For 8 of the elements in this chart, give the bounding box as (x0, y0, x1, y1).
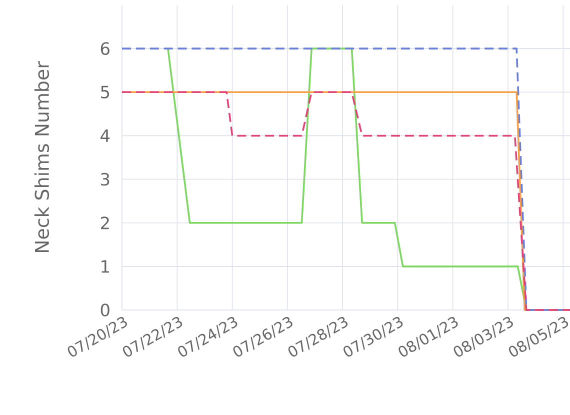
y-tick-label: 6 (100, 42, 110, 55)
y-tick-label: 3 (101, 172, 110, 186)
y-tick-label: 0 (100, 304, 110, 316)
y-tick-label: 5 (101, 86, 110, 98)
y-axis-title: Neck Shims Number (34, 61, 50, 252)
y-tick-label: 4 (100, 130, 110, 142)
y-tick-label: 1 (102, 260, 109, 273)
y-tick-label: 2 (100, 216, 109, 230)
